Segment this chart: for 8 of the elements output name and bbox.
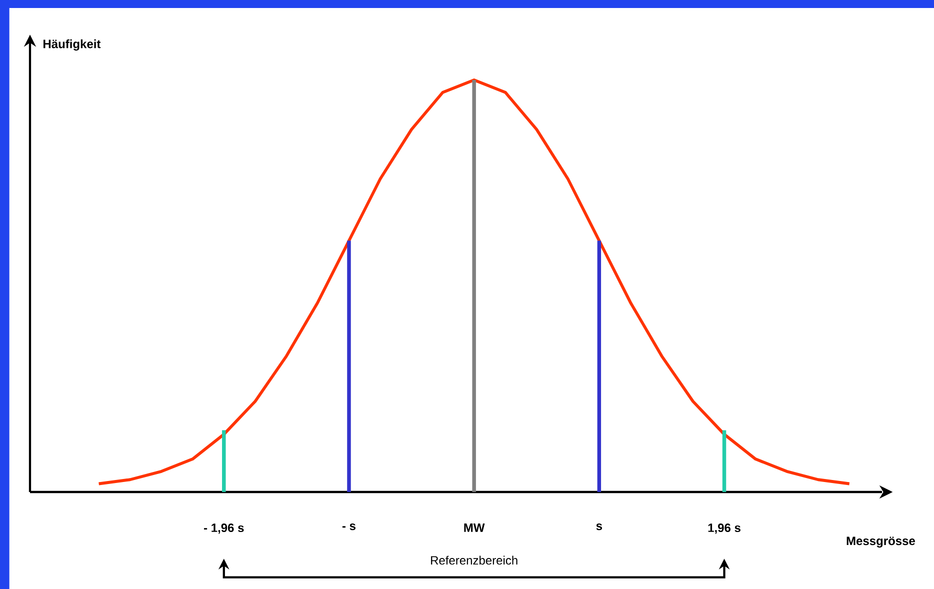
x-axis-title: Messgrösse	[846, 536, 915, 548]
x-tick-label: 1,96 s	[708, 524, 740, 534]
x-tick-label: s	[596, 524, 602, 530]
x-tick-label: - 1,96 s	[204, 524, 244, 534]
x-tick-label: MW	[464, 524, 485, 532]
text: Referenzbereich	[431, 556, 518, 565]
x-tick-label: - s	[342, 524, 356, 530]
y-axis-title: Häufigkeit	[44, 39, 101, 51]
